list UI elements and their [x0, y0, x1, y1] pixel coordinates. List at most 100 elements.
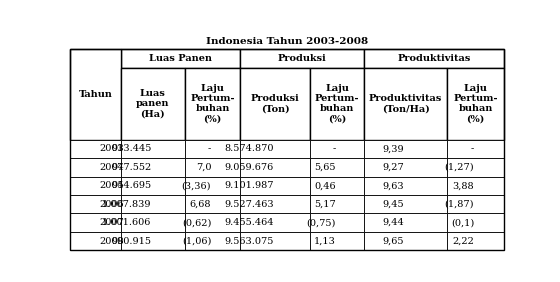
- Bar: [121, 49, 240, 68]
- Bar: [310, 195, 365, 213]
- Text: 7,0: 7,0: [195, 163, 211, 172]
- Bar: [240, 195, 310, 213]
- Bar: [365, 232, 447, 250]
- Text: Produksi: Produksi: [278, 54, 326, 63]
- Text: 944.695: 944.695: [111, 181, 152, 190]
- Bar: [240, 49, 365, 68]
- Text: (0,62): (0,62): [182, 218, 211, 227]
- Text: 1,13: 1,13: [314, 237, 336, 246]
- Bar: [185, 158, 240, 177]
- Text: 9,44: 9,44: [382, 218, 404, 227]
- Bar: [310, 232, 365, 250]
- Text: 990.915: 990.915: [111, 237, 152, 246]
- Bar: [447, 177, 504, 195]
- Bar: [365, 195, 447, 213]
- Bar: [121, 140, 185, 158]
- Bar: [70, 158, 121, 177]
- Bar: [365, 68, 447, 140]
- Text: 9,63: 9,63: [382, 181, 404, 190]
- Text: 913.445: 913.445: [111, 144, 152, 153]
- Bar: [365, 49, 504, 68]
- Text: 9,27: 9,27: [382, 163, 404, 172]
- Text: (0,1): (0,1): [451, 218, 474, 227]
- Text: Laju
Pertum-
buhan
(%): Laju Pertum- buhan (%): [453, 84, 498, 124]
- Text: 6,68: 6,68: [190, 200, 211, 209]
- Bar: [185, 177, 240, 195]
- Text: 2006: 2006: [99, 200, 124, 209]
- Bar: [240, 140, 310, 158]
- Text: (1,06): (1,06): [182, 237, 211, 246]
- Bar: [121, 195, 185, 213]
- Bar: [365, 140, 447, 158]
- Text: 2005: 2005: [99, 181, 124, 190]
- Text: 8.574.870: 8.574.870: [225, 144, 274, 153]
- Text: 9,39: 9,39: [382, 144, 404, 153]
- Text: 9.101.987: 9.101.987: [225, 181, 274, 190]
- Bar: [121, 68, 185, 140]
- Bar: [365, 177, 447, 195]
- Bar: [447, 140, 504, 158]
- Text: 9.059.676: 9.059.676: [225, 163, 274, 172]
- Text: (1,27): (1,27): [445, 163, 474, 172]
- Text: 1.007.839: 1.007.839: [102, 200, 152, 209]
- Bar: [310, 213, 365, 232]
- Text: Produktivitas
(Ton/Ha): Produktivitas (Ton/Ha): [369, 94, 442, 113]
- Text: (0,75): (0,75): [306, 218, 336, 227]
- Text: 2,22: 2,22: [452, 237, 474, 246]
- Text: Indonesia Tahun 2003-2008: Indonesia Tahun 2003-2008: [206, 37, 368, 46]
- Bar: [70, 49, 121, 140]
- Text: 1.001.606: 1.001.606: [102, 218, 152, 227]
- Bar: [310, 158, 365, 177]
- Text: 9,45: 9,45: [382, 200, 404, 209]
- Bar: [185, 195, 240, 213]
- Text: -: -: [471, 144, 474, 153]
- Bar: [70, 195, 121, 213]
- Bar: [70, 140, 121, 158]
- Text: 2008: 2008: [99, 237, 124, 246]
- Text: 977.552: 977.552: [111, 163, 152, 172]
- Text: 3,88: 3,88: [452, 181, 474, 190]
- Text: 2007: 2007: [99, 218, 124, 227]
- Text: 2003: 2003: [99, 144, 124, 153]
- Text: -: -: [333, 144, 336, 153]
- Bar: [240, 177, 310, 195]
- Bar: [447, 68, 504, 140]
- Text: Laju
Pertum-
buhan
(%): Laju Pertum- buhan (%): [190, 84, 235, 124]
- Bar: [310, 177, 365, 195]
- Bar: [185, 213, 240, 232]
- Text: 5,17: 5,17: [314, 200, 336, 209]
- Bar: [447, 158, 504, 177]
- Text: 9,65: 9,65: [383, 237, 404, 246]
- Bar: [185, 232, 240, 250]
- Text: (1,87): (1,87): [445, 200, 474, 209]
- Bar: [447, 213, 504, 232]
- Bar: [365, 213, 447, 232]
- Bar: [121, 158, 185, 177]
- Text: 5,65: 5,65: [314, 163, 336, 172]
- Bar: [121, 177, 185, 195]
- Bar: [185, 140, 240, 158]
- Bar: [447, 232, 504, 250]
- Text: Produktivitas: Produktivitas: [398, 54, 471, 63]
- Bar: [365, 158, 447, 177]
- Bar: [70, 177, 121, 195]
- Bar: [310, 140, 365, 158]
- Text: 9.455.464: 9.455.464: [225, 218, 274, 227]
- Bar: [447, 195, 504, 213]
- Text: 9.527.463: 9.527.463: [224, 200, 274, 209]
- Bar: [310, 68, 365, 140]
- Bar: [240, 68, 310, 140]
- Text: 0,46: 0,46: [314, 181, 336, 190]
- Bar: [70, 213, 121, 232]
- Bar: [121, 213, 185, 232]
- Text: (3,36): (3,36): [181, 181, 211, 190]
- Bar: [70, 232, 121, 250]
- Bar: [121, 232, 185, 250]
- Text: 9.563.075: 9.563.075: [225, 237, 274, 246]
- Bar: [240, 232, 310, 250]
- Bar: [240, 158, 310, 177]
- Bar: [185, 68, 240, 140]
- Text: Tahun: Tahun: [78, 90, 113, 99]
- Text: -: -: [208, 144, 211, 153]
- Text: Produksi
(Ton): Produksi (Ton): [251, 94, 300, 113]
